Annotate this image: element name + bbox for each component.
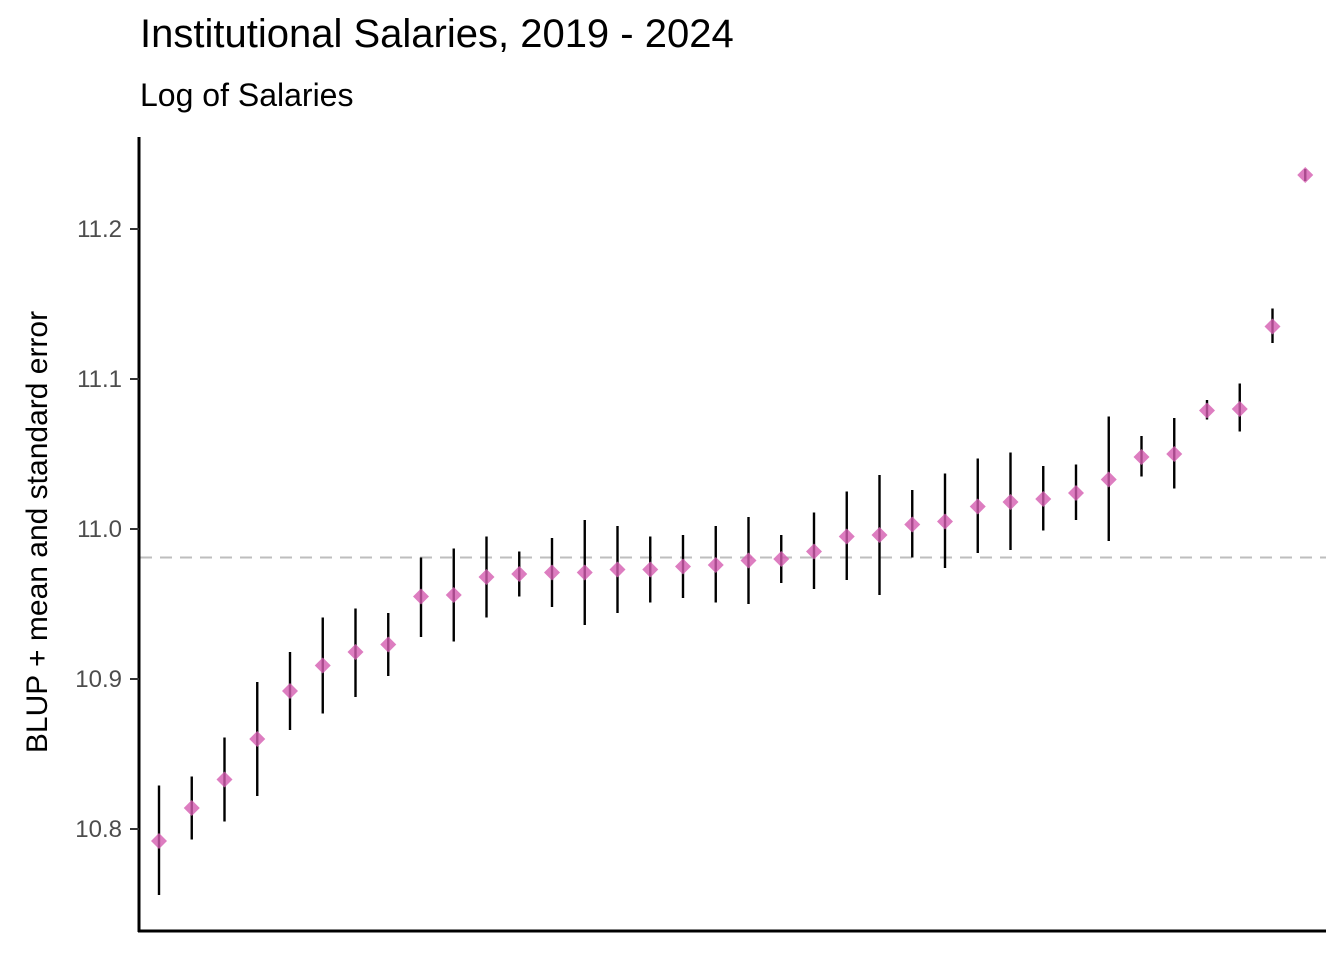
data-point	[1199, 402, 1215, 419]
data-point	[1035, 491, 1052, 507]
data-point	[871, 527, 888, 543]
data-point	[1002, 494, 1019, 510]
y-tick-label: 10.8	[75, 816, 122, 843]
y-tick-layer: 10.8 10.9 11.0 11.1 11.2	[75, 216, 139, 843]
data-point	[380, 636, 397, 653]
chart-title: Institutional Salaries, 2019 - 2024	[140, 12, 734, 56]
data-point	[1264, 318, 1281, 335]
y-axis-title: BLUP + mean and standard error	[21, 311, 54, 753]
data-point	[1068, 485, 1084, 501]
data-point	[1133, 449, 1150, 465]
y-tick-label: 11.1	[77, 366, 122, 393]
data-point	[609, 561, 626, 578]
data-point	[642, 561, 659, 578]
data-point	[1297, 167, 1314, 183]
data-point	[707, 557, 724, 573]
data-point	[544, 564, 560, 581]
data-point	[576, 564, 593, 581]
data-point	[413, 588, 429, 605]
data-point	[806, 543, 822, 560]
data-point	[511, 566, 528, 582]
data-point	[1231, 401, 1248, 417]
data-point	[151, 833, 167, 849]
data-point	[1100, 471, 1117, 488]
y-tick-label: 11.0	[77, 516, 122, 543]
data-point	[249, 731, 266, 747]
errorbar-layer	[157, 169, 1307, 895]
chart-subtitle: Log of Salaries	[140, 77, 354, 113]
axis-layer	[137, 137, 1326, 933]
data-point	[282, 683, 298, 699]
data-point	[478, 569, 495, 585]
y-tick-label: 11.2	[77, 216, 122, 243]
data-point	[675, 558, 691, 575]
data-point	[838, 528, 855, 545]
data-point	[937, 513, 953, 530]
data-point	[773, 551, 790, 567]
data-point	[904, 516, 921, 533]
data-point	[183, 800, 200, 816]
point-layer	[151, 167, 1314, 849]
data-point	[1166, 446, 1183, 462]
data-point	[740, 552, 757, 569]
data-point	[445, 587, 462, 603]
y-tick-label: 10.9	[75, 666, 122, 693]
data-point	[969, 498, 986, 515]
data-point	[216, 771, 233, 788]
data-point	[347, 644, 364, 660]
data-point	[314, 657, 331, 674]
